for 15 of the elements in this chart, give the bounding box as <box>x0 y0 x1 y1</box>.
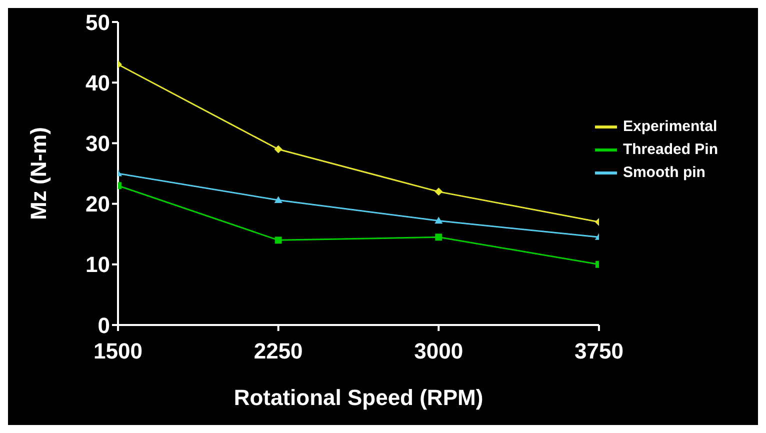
legend-label: Experimental <box>622 118 718 135</box>
x-tick-label: 2250 <box>254 338 303 364</box>
x-axis-title: Rotational Speed (RPM) <box>234 385 484 410</box>
legend-label: Threaded Pin <box>622 141 718 158</box>
x-tick-label: 1500 <box>94 338 142 364</box>
x-tick-label: 3750 <box>574 338 624 364</box>
y-tick-label: 30 <box>86 131 110 156</box>
y-tick-label: 50 <box>86 10 110 35</box>
y-tick-label: 0 <box>98 312 110 338</box>
y-tick-label: 20 <box>86 192 110 217</box>
y-tick-label: 10 <box>86 252 110 278</box>
y-tick-label: 40 <box>86 70 110 96</box>
legend-label: Smooth pin <box>622 164 706 181</box>
x-tick-label: 3000 <box>414 338 464 364</box>
y-axis-title: Mz (N-m) <box>26 127 51 220</box>
